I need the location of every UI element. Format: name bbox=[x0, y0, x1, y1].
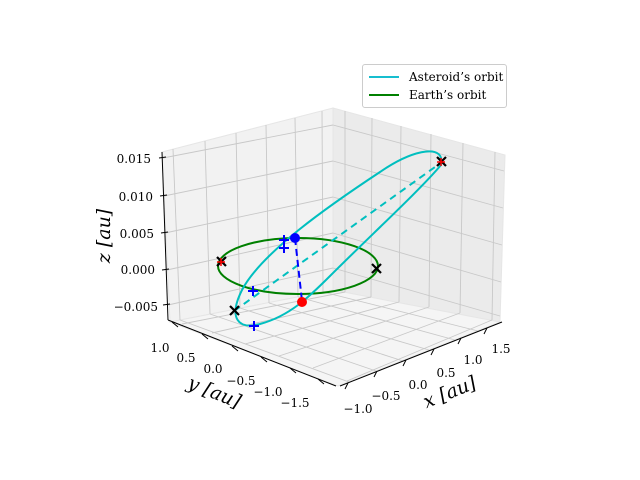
x-tick-1.5: 1.5 bbox=[491, 342, 510, 356]
legend-label-earth: Earth’s orbit bbox=[409, 88, 487, 102]
asteroid-position-marker bbox=[290, 233, 300, 243]
x-tick-labels: −1.0 −0.5 0.0 0.5 1.0 1.5 bbox=[343, 342, 510, 416]
z-axis-line bbox=[161, 151, 169, 321]
x-marker-icon bbox=[229, 305, 240, 316]
y-tick-0.5: 0.5 bbox=[176, 351, 195, 365]
y-tick-0.0: 0.0 bbox=[203, 362, 222, 376]
asteroid-orbit bbox=[234, 150, 442, 327]
y-tick-neg1.0: −1.0 bbox=[253, 385, 282, 399]
legend-label-asteroid: Asteroid’s orbit bbox=[409, 70, 504, 84]
y-tick-neg1.5: −1.5 bbox=[280, 396, 309, 410]
star-marker-icon bbox=[437, 158, 445, 166]
x-tick-0.5: 0.5 bbox=[436, 366, 455, 380]
z-tick-0.010: 0.010 bbox=[119, 190, 153, 204]
legend-item-earth: Earth’s orbit bbox=[369, 86, 486, 104]
z-tick-0.000: 0.000 bbox=[121, 263, 155, 277]
legend-item-asteroid: Asteroid’s orbit bbox=[369, 68, 503, 86]
earth-position-marker bbox=[297, 297, 307, 307]
plus-markers bbox=[248, 235, 289, 331]
y-tick-labels: 1.0 0.5 0.0 −0.5 −1.0 −1.5 bbox=[150, 341, 309, 410]
z-axis-label: z [au] bbox=[93, 208, 115, 264]
red-star-markers bbox=[217, 158, 445, 266]
x-tick-1.0: 1.0 bbox=[463, 353, 482, 367]
axis-lines bbox=[161, 151, 503, 387]
z-tick-neg0.005: −0.005 bbox=[114, 300, 158, 314]
star-marker-icon bbox=[217, 258, 225, 266]
legend: Asteroid’s orbit Earth’s orbit bbox=[362, 64, 507, 108]
tick-marks bbox=[158, 156, 488, 390]
asteroid-line-swatch-icon bbox=[369, 76, 399, 78]
y-tick-1.0: 1.0 bbox=[150, 341, 169, 355]
grid-lines bbox=[162, 110, 505, 383]
z-tick-0.015: 0.015 bbox=[117, 152, 151, 166]
earth-line-swatch-icon bbox=[369, 94, 399, 96]
plus-marker-icon bbox=[249, 321, 259, 331]
x-tick-neg1.0: −1.0 bbox=[343, 402, 372, 416]
axes-panes bbox=[161, 107, 506, 387]
plus-marker-icon bbox=[279, 243, 289, 253]
y-tick-neg0.5: −0.5 bbox=[226, 374, 255, 388]
y-axis-line bbox=[167, 319, 337, 387]
asteroid-apsides-line bbox=[233, 161, 443, 312]
x-tick-0.0: 0.0 bbox=[408, 378, 427, 392]
plus-marker-icon bbox=[248, 286, 258, 296]
x-axis-line bbox=[339, 321, 503, 387]
z-tick-labels: 0.015 0.010 0.005 0.000 −0.005 bbox=[114, 152, 158, 314]
x-marker-icon bbox=[371, 263, 382, 274]
z-tick-0.005: 0.005 bbox=[120, 227, 154, 241]
x-tick-neg0.5: −0.5 bbox=[371, 389, 400, 403]
